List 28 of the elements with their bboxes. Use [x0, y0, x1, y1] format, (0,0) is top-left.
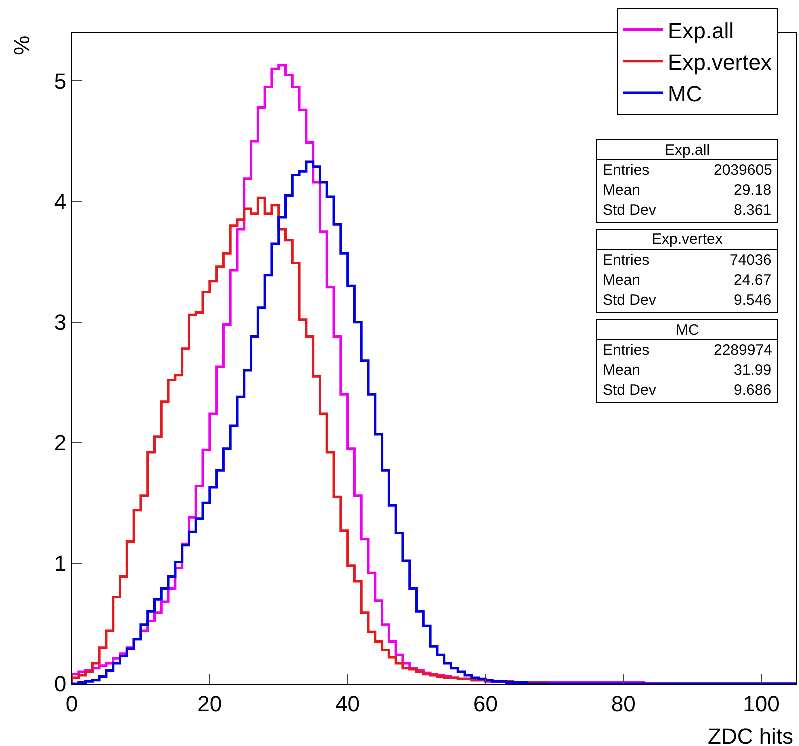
y-tick-label: 2 [54, 430, 67, 456]
y-tick-label: 0 [54, 672, 67, 697]
text: Entries 74036 [603, 252, 772, 269]
x-tick-label: 40 [336, 691, 360, 716]
annotation: Exp.vertex [652, 231, 724, 248]
y-tick-label: 4 [54, 189, 67, 214]
y-tick-label: 3 [54, 310, 67, 336]
text: Mean 29.18 [603, 182, 772, 199]
text: Entries 2289974 [603, 342, 772, 359]
y-axis-title: % [9, 36, 34, 56]
text: Entries 2039605 [603, 162, 772, 179]
legend-label: Exp.all [668, 18, 734, 44]
legend-label: Exp.vertex [668, 50, 772, 75]
y-tick-label: 5 [54, 68, 67, 94]
y-tick-label: 1 [54, 551, 67, 576]
x-axis-title: ZDC hits [708, 724, 794, 746]
x-tick-label: 100 [743, 691, 780, 716]
annotation: Exp.all [665, 142, 710, 159]
x-tick-label: 20 [198, 691, 222, 716]
legend-label: MC [668, 82, 702, 107]
text: Mean 24.67 [603, 272, 772, 289]
annotation: MC [676, 322, 700, 339]
x-tick-label: 80 [611, 691, 636, 716]
text: Mean 31.99 [603, 362, 772, 379]
x-tick-label: 60 [473, 691, 498, 716]
text: Std Dev 8.361 [603, 202, 772, 219]
text: Std Dev 9.686 [603, 382, 772, 399]
text: Std Dev 9.546 [603, 292, 772, 309]
